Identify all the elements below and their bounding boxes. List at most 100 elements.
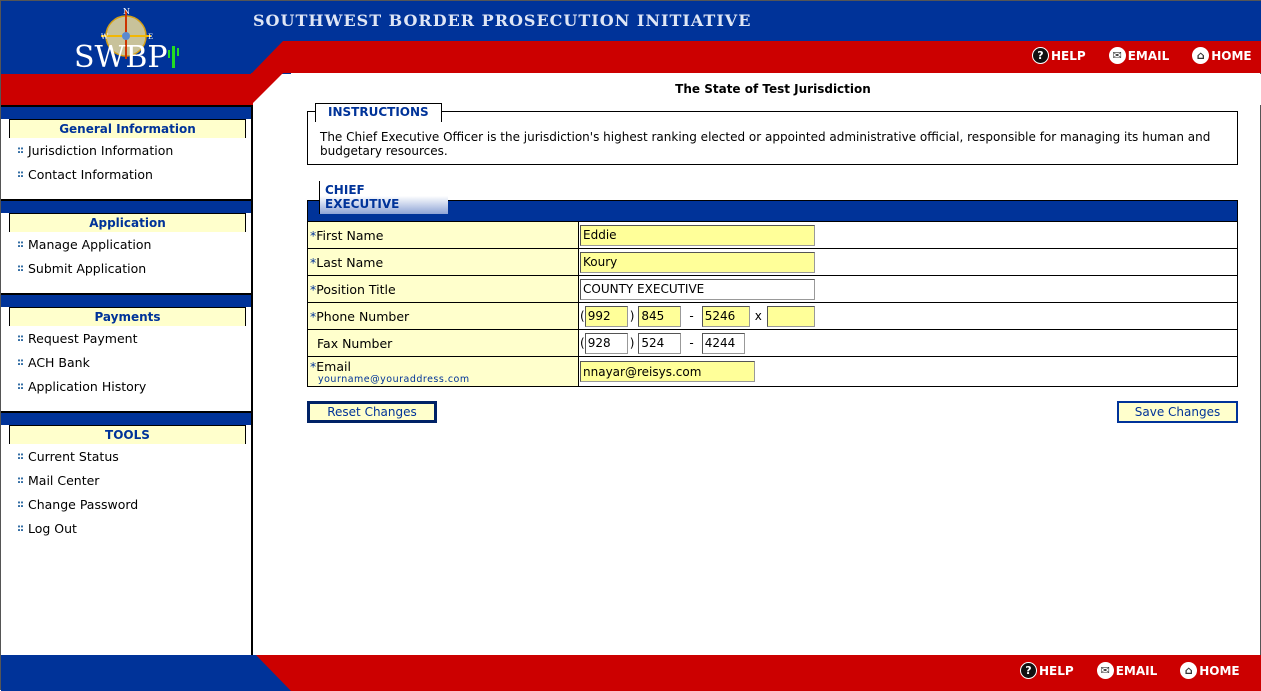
home-link[interactable]: ⌂ HOME	[1192, 47, 1252, 64]
help-label: HELP	[1039, 663, 1074, 678]
swbp-logo: N W E SWBP	[71, 4, 186, 75]
chief-executive-tab: CHIEF EXECUTIVE	[319, 181, 448, 214]
last-name-input[interactable]	[580, 251, 815, 273]
bullet-icon: ::	[17, 145, 24, 156]
required-mark: *	[310, 281, 317, 297]
nav-log-out[interactable]: :: Log Out	[17, 521, 77, 536]
nav-contact-information[interactable]: :: Contact Information	[17, 167, 153, 182]
home-label: HOME	[1199, 663, 1240, 678]
nav-mail-center[interactable]: :: Mail Center	[17, 473, 99, 488]
email-label: EMAIL	[1115, 663, 1158, 678]
row-phone: *Phone Number ( ) - x	[308, 302, 1237, 329]
svg-text:E: E	[148, 33, 153, 41]
help-link[interactable]: ? HELP	[1032, 47, 1086, 64]
required-mark: *	[310, 358, 317, 374]
section-title-payments: Payments	[9, 307, 246, 326]
fax-area-input[interactable]	[584, 332, 628, 354]
fax-prefix-input[interactable]	[638, 332, 682, 354]
section-title-tools: TOOLS	[9, 425, 246, 444]
nav-label: Application History	[28, 379, 147, 394]
home-icon: ⌂	[1192, 47, 1210, 64]
reset-changes-button[interactable]: Reset Changes	[307, 401, 437, 423]
phone-line-input[interactable]	[701, 305, 750, 327]
sidebar: General Information :: Jurisdiction Infor…	[1, 105, 253, 655]
section-band	[1, 105, 251, 119]
section-title-general: General Information	[9, 119, 246, 138]
ext-separator: x	[754, 309, 762, 323]
row-first-name: * First Name	[308, 221, 1237, 248]
bullet-icon: ::	[17, 475, 24, 486]
home-icon: ⌂	[1180, 662, 1198, 679]
nav-label: Current Status	[28, 449, 119, 464]
label-text: Position Title	[316, 281, 396, 297]
footer-home-link[interactable]: ⌂ HOME	[1180, 662, 1240, 679]
nav-current-status[interactable]: :: Current Status	[17, 449, 119, 464]
footer-help-link[interactable]: ? HELP	[1020, 662, 1074, 679]
row-email: *Email yourname@youraddress.com	[308, 356, 1237, 386]
bullet-icon: ::	[17, 239, 24, 250]
nav-label: Contact Information	[28, 167, 153, 182]
nav-label: Mail Center	[28, 473, 100, 488]
bullet-icon: ::	[17, 451, 24, 462]
nav-submit-application[interactable]: :: Submit Application	[17, 261, 146, 276]
nav-application-history[interactable]: :: Application History	[17, 379, 146, 394]
required-mark: *	[310, 308, 317, 324]
svg-text:N: N	[123, 7, 130, 16]
row-fax: Fax Number ( ) -	[308, 329, 1237, 356]
row-last-name: * Last Name	[308, 248, 1237, 275]
bullet-icon: ::	[17, 523, 24, 534]
nav-label: Change Password	[28, 497, 139, 512]
instructions-box	[307, 111, 1238, 165]
home-label: HOME	[1211, 48, 1252, 63]
compass-logo-icon: N W E SWBP	[74, 7, 179, 75]
nav-request-payment[interactable]: :: Request Payment	[17, 331, 137, 346]
section-band	[1, 411, 251, 425]
nav-ach-bank[interactable]: :: ACH Bank	[17, 355, 90, 370]
bullet-icon: ::	[17, 263, 24, 274]
section-band	[1, 199, 251, 213]
nav-change-password[interactable]: :: Change Password	[17, 497, 138, 512]
dash: -	[689, 336, 694, 350]
bullet-icon: ::	[17, 333, 24, 344]
jurisdiction-title: The State of Test Jurisdiction	[675, 82, 871, 96]
first-name-input[interactable]	[580, 224, 815, 246]
row-position-title: * Position Title	[308, 275, 1237, 302]
help-icon: ?	[1032, 47, 1049, 64]
fax-label: Fax Number	[308, 330, 579, 356]
nav-label: Manage Application	[28, 237, 152, 252]
dash: -	[689, 309, 694, 323]
help-label: HELP	[1051, 48, 1086, 63]
section-band	[1, 293, 251, 307]
label-text: Last Name	[316, 254, 384, 270]
bullet-icon: ::	[17, 169, 24, 180]
phone-prefix-input[interactable]	[638, 305, 682, 327]
instructions-text: The Chief Executive Officer is the juris…	[320, 130, 1211, 158]
footer-email-link[interactable]: ✉ EMAIL	[1096, 662, 1158, 679]
save-changes-button[interactable]: Save Changes	[1117, 401, 1238, 423]
email-input[interactable]	[580, 361, 755, 382]
nav-manage-application[interactable]: :: Manage Application	[17, 237, 151, 252]
section-title-application: Application	[9, 213, 246, 232]
content-top	[253, 74, 1261, 105]
bullet-icon: ::	[17, 499, 24, 510]
phone-area-input[interactable]	[584, 305, 628, 327]
header-band-left	[1, 43, 291, 74]
phone-ext-input[interactable]	[766, 305, 815, 327]
nav-label: Log Out	[28, 521, 77, 536]
required-mark: *	[310, 227, 317, 243]
nav-label: ACH Bank	[28, 355, 90, 370]
last-name-label: * Last Name	[308, 249, 579, 275]
label-text: Email	[316, 358, 351, 374]
fax-line-input[interactable]	[701, 332, 745, 354]
nav-label: Jurisdiction Information	[28, 143, 174, 158]
label-text: Fax Number	[317, 335, 393, 351]
email-label: EMAIL	[1127, 48, 1170, 63]
paren: )	[629, 309, 635, 323]
nav-jurisdiction-information[interactable]: :: Jurisdiction Information	[17, 143, 173, 158]
email-icon: ✉	[1096, 662, 1114, 679]
paren: )	[629, 336, 635, 350]
position-title-input[interactable]	[580, 278, 815, 300]
email-link[interactable]: ✉ EMAIL	[1108, 47, 1170, 64]
svg-text:W: W	[101, 33, 109, 41]
form-header-bar	[308, 201, 1237, 221]
